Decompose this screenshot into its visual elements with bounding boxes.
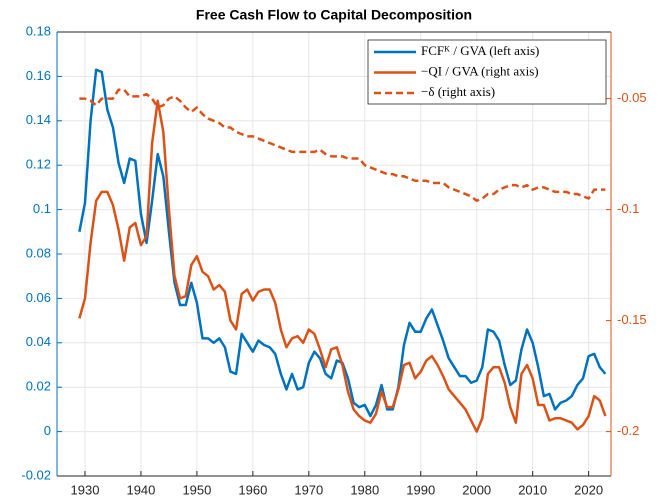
x-tick-label: 1970 [294, 482, 323, 497]
x-tick-label: 2020 [574, 482, 603, 497]
y-tick-label: 0 [44, 423, 51, 438]
y2-tick-label: -0.1 [617, 201, 639, 216]
x-tick-label: 1930 [71, 482, 100, 497]
x-tick-label: 1980 [350, 482, 379, 497]
x-tick-label: 2010 [518, 482, 547, 497]
x-tick-label: 1950 [182, 482, 211, 497]
chart-title: Free Cash Flow to Capital Decomposition [196, 7, 472, 23]
series-line [78, 99, 607, 433]
y2-tick-label: -0.2 [617, 423, 639, 438]
series-line [79, 88, 606, 202]
y-tick-label: 0.1 [33, 201, 51, 216]
y-tick-label: 0.02 [26, 379, 51, 394]
y-tick-label: 0.14 [26, 112, 51, 127]
legend-label: −QI / GVA (right axis) [421, 63, 539, 78]
y-tick-label: 0.06 [26, 290, 51, 305]
x-tick-label: 2000 [462, 482, 491, 497]
x-tick-label: 1960 [238, 482, 267, 497]
y-tick-label: 0.18 [26, 23, 51, 38]
y-tick-label: 0.12 [26, 157, 51, 172]
x-tick-label: 1940 [126, 482, 155, 497]
x-tick-label: 1990 [406, 482, 435, 497]
y-tick-label: 0.04 [26, 334, 51, 349]
legend-label: −δ (right axis) [421, 84, 495, 99]
y-tick-label: -0.02 [21, 467, 51, 482]
y2-tick-label: -0.15 [617, 312, 647, 327]
y-tick-label: 0.08 [26, 245, 51, 260]
legend-label: FCFᴷ / GVA (left axis) [421, 43, 539, 58]
legend: FCFᴷ / GVA (left axis) −QI / GVA (right a… [367, 39, 607, 105]
y-tick-label: 0.16 [26, 68, 51, 83]
y2-tick-label: -0.05 [617, 90, 647, 105]
